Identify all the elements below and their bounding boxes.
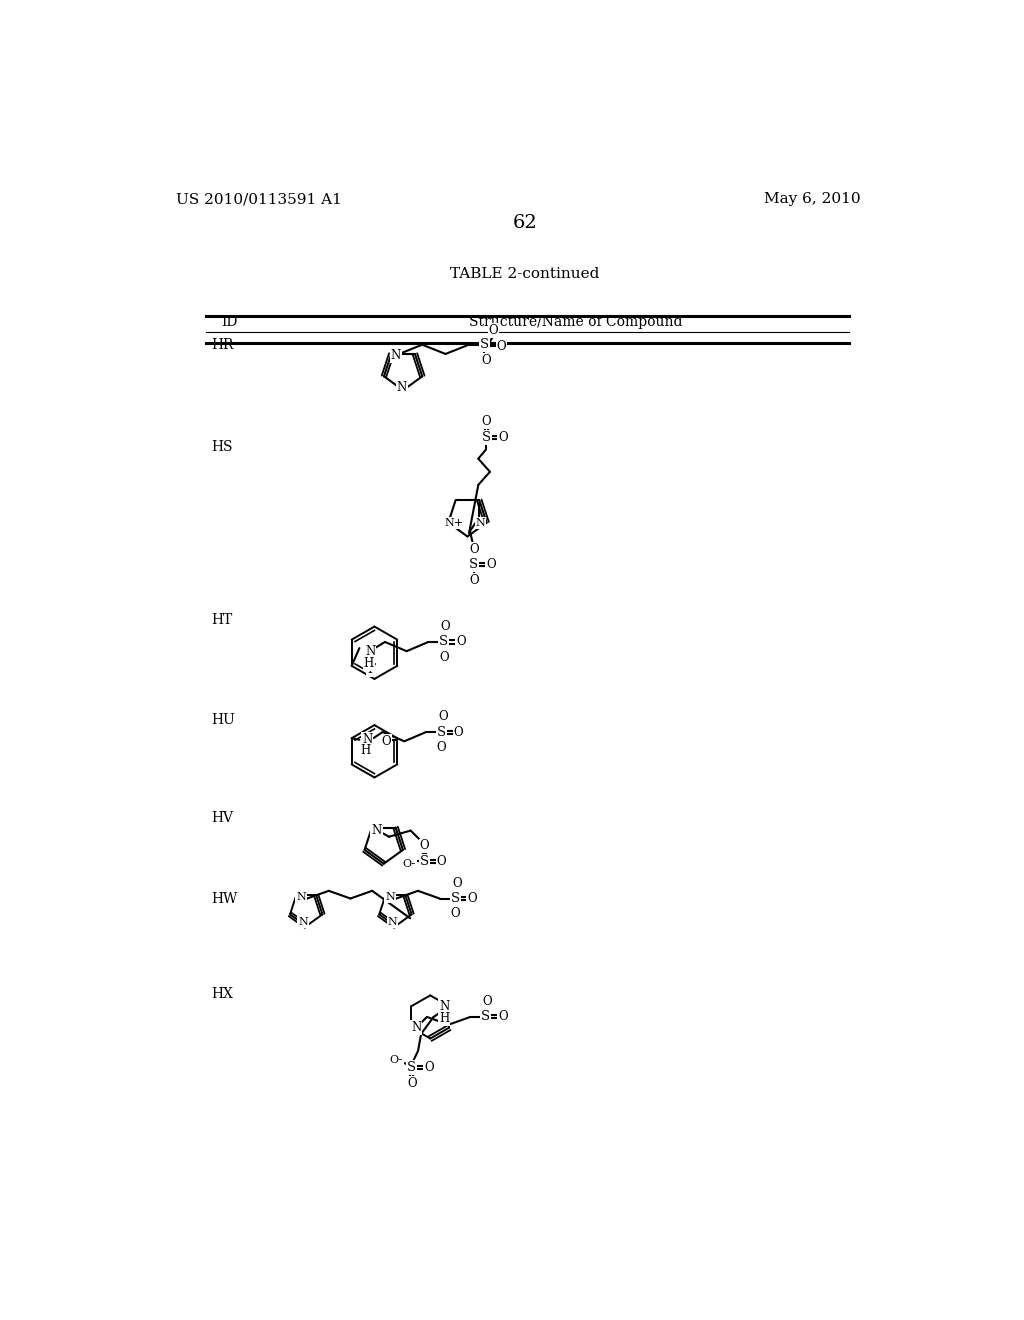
Text: May 6, 2010: May 6, 2010 xyxy=(764,193,860,206)
Text: O: O xyxy=(456,635,466,648)
Text: O: O xyxy=(469,543,478,556)
Text: ID: ID xyxy=(221,315,238,329)
Text: O: O xyxy=(488,325,499,338)
Text: N+: N+ xyxy=(444,517,464,528)
Text: S: S xyxy=(481,1010,490,1023)
Text: O: O xyxy=(420,840,429,853)
Text: S: S xyxy=(479,338,488,351)
Text: O: O xyxy=(440,620,451,634)
Text: O: O xyxy=(481,354,490,367)
Text: N: N xyxy=(298,917,308,927)
Text: 62: 62 xyxy=(512,214,538,232)
Text: O: O xyxy=(407,1077,417,1090)
Text: N: N xyxy=(296,892,306,902)
Text: S: S xyxy=(481,430,490,444)
Text: N: N xyxy=(396,380,407,393)
Text: HS: HS xyxy=(212,440,233,454)
Text: S: S xyxy=(420,855,429,867)
Text: O: O xyxy=(436,741,446,754)
Text: O-: O- xyxy=(390,1055,403,1065)
Text: S: S xyxy=(437,726,446,739)
Text: O: O xyxy=(498,1010,508,1023)
Text: O: O xyxy=(439,651,449,664)
Text: H: H xyxy=(364,657,374,671)
Text: N: N xyxy=(385,892,395,902)
Text: F: F xyxy=(368,663,376,676)
Text: O: O xyxy=(481,416,490,428)
Text: HT: HT xyxy=(212,614,232,627)
Text: O: O xyxy=(382,735,391,748)
Text: N: N xyxy=(366,644,376,657)
Text: S: S xyxy=(408,1061,417,1074)
Text: O: O xyxy=(482,995,493,1008)
Text: Structure/Name of Compound: Structure/Name of Compound xyxy=(469,315,683,329)
Text: O: O xyxy=(454,726,464,739)
Text: O-: O- xyxy=(402,859,416,870)
Text: O: O xyxy=(451,907,460,920)
Text: S: S xyxy=(451,892,460,906)
Text: TABLE 2-continued: TABLE 2-continued xyxy=(451,267,599,281)
Text: N: N xyxy=(475,517,485,528)
Text: H: H xyxy=(439,1012,450,1026)
Text: O: O xyxy=(499,430,508,444)
Text: O: O xyxy=(467,892,477,906)
Text: H: H xyxy=(360,744,371,758)
Text: O: O xyxy=(437,855,446,867)
Text: N: N xyxy=(439,999,450,1012)
Text: US 2010/0113591 A1: US 2010/0113591 A1 xyxy=(176,193,342,206)
Text: HU: HU xyxy=(212,713,236,727)
Text: HV: HV xyxy=(212,810,233,825)
Text: O: O xyxy=(486,558,496,572)
Text: O: O xyxy=(497,339,506,352)
Text: O: O xyxy=(452,876,462,890)
Text: HX: HX xyxy=(212,987,233,1001)
Text: N: N xyxy=(411,1022,421,1035)
Text: HR: HR xyxy=(212,338,234,352)
Text: S: S xyxy=(439,635,449,648)
Text: O: O xyxy=(424,1061,434,1074)
Text: N: N xyxy=(391,348,401,362)
Text: S: S xyxy=(469,558,478,572)
Text: N: N xyxy=(372,824,382,837)
Text: O: O xyxy=(438,710,447,723)
Text: N: N xyxy=(387,917,397,927)
Text: N: N xyxy=(362,733,373,746)
Text: O: O xyxy=(469,574,478,587)
Text: HW: HW xyxy=(212,892,238,906)
